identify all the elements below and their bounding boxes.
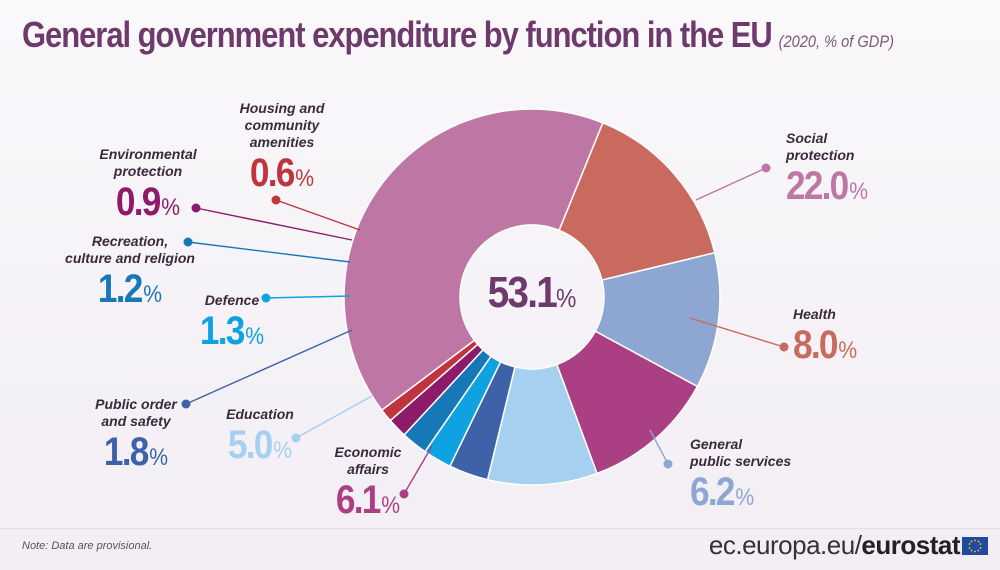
chart-title: General government expenditure by functi… [22, 14, 894, 56]
label-education: Education 5.0% [226, 406, 294, 467]
leader-line [187, 241, 351, 263]
leader-line [649, 429, 669, 465]
label-environmental-protection: Environmental protection 0.9% [99, 146, 197, 224]
leader-line [265, 295, 351, 299]
leader-line [295, 395, 373, 439]
leader-dot [779, 342, 789, 352]
label-public-order-safety: Public order and safety 1.8% [95, 396, 177, 474]
label-general-public-services: General public services 6.2% [690, 436, 792, 514]
leader-dot [183, 237, 193, 247]
label-health: Health 8.0% [793, 306, 858, 367]
leader-line [403, 445, 433, 495]
leader-dot [261, 293, 271, 303]
leader-dot [399, 489, 409, 499]
label-economic-affairs: Economic affairs 6.1% [334, 444, 402, 522]
leader-dot [191, 203, 201, 213]
leader-dot [761, 163, 771, 173]
slice-social-protection [343, 108, 604, 412]
footer-note: Note: Data are provisional. [22, 540, 153, 552]
footer-divider [0, 528, 1000, 529]
label-social-protection: Social protection 22.0% [786, 130, 869, 208]
leader-line [185, 329, 353, 405]
total-value-label: 53.1% [487, 268, 577, 317]
chart-title-text: General government expenditure by functi… [22, 14, 773, 55]
label-recreation-culture-religion: Recreation, culture and religion 1.2% [65, 233, 195, 311]
slice-housing-and-community-amenities [380, 339, 479, 422]
leader-dot [181, 399, 191, 409]
label-housing-community-amenities: Housing and community amenities 0.6% [239, 100, 325, 195]
eu-flag-icon [962, 537, 988, 555]
chart-subtitle: (2020, % of GDP) [778, 32, 894, 51]
leader-line [195, 207, 353, 241]
leader-dot [663, 459, 673, 469]
slice-general-public-services [594, 251, 721, 388]
leader-dot [291, 433, 301, 443]
slice-health [558, 121, 716, 281]
leader-line [275, 199, 361, 231]
leader-line [695, 167, 767, 201]
label-defence: Defence 1.3% [199, 292, 265, 353]
leader-dot [271, 195, 281, 205]
eurostat-link[interactable]: ec.europa.eu/eurostat [708, 530, 961, 560]
leader-line [689, 317, 785, 348]
